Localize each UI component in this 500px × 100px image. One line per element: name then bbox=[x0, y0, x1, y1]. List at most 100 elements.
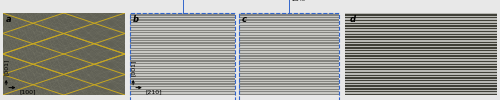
Bar bbox=[345, 48, 498, 50]
Bar bbox=[239, 41, 339, 42]
Bar bbox=[130, 13, 235, 14]
Bar bbox=[239, 90, 339, 91]
Bar bbox=[130, 85, 235, 86]
Bar bbox=[345, 64, 498, 65]
Bar bbox=[239, 13, 339, 14]
Bar bbox=[345, 17, 498, 18]
Bar bbox=[130, 66, 235, 67]
Bar bbox=[130, 65, 235, 66]
Bar bbox=[130, 45, 235, 46]
Bar bbox=[130, 44, 235, 45]
Bar bbox=[239, 27, 339, 28]
Bar bbox=[345, 79, 498, 80]
Bar bbox=[130, 23, 235, 24]
Bar bbox=[130, 15, 235, 16]
Text: 25%: 25% bbox=[291, 0, 305, 2]
Bar bbox=[239, 80, 339, 81]
Bar bbox=[130, 49, 235, 50]
Bar bbox=[130, 55, 235, 56]
Bar bbox=[239, 64, 339, 65]
Bar bbox=[239, 79, 339, 80]
Bar bbox=[239, 81, 339, 82]
Bar bbox=[239, 50, 339, 51]
Bar bbox=[130, 67, 235, 68]
Bar bbox=[130, 54, 235, 55]
Text: [001]: [001] bbox=[131, 60, 136, 76]
Bar bbox=[239, 20, 339, 21]
Bar bbox=[130, 73, 235, 74]
Bar bbox=[345, 87, 498, 88]
Bar bbox=[345, 47, 498, 48]
Bar bbox=[130, 74, 235, 75]
Bar bbox=[130, 80, 235, 81]
Bar bbox=[239, 60, 339, 61]
Bar bbox=[239, 89, 339, 90]
Bar bbox=[239, 78, 339, 79]
Text: c: c bbox=[242, 16, 247, 24]
Bar bbox=[130, 46, 235, 47]
Bar bbox=[345, 32, 498, 34]
Bar bbox=[130, 69, 235, 70]
Bar bbox=[239, 26, 339, 27]
Bar bbox=[130, 26, 235, 27]
Bar bbox=[130, 38, 235, 39]
Bar bbox=[345, 14, 498, 16]
Bar bbox=[130, 72, 235, 73]
Bar bbox=[239, 65, 339, 66]
Bar bbox=[130, 35, 235, 36]
Bar bbox=[239, 87, 339, 88]
Bar bbox=[130, 41, 235, 42]
Bar bbox=[130, 40, 235, 41]
Bar bbox=[130, 33, 235, 34]
Bar bbox=[130, 47, 235, 48]
Bar bbox=[345, 25, 498, 27]
Bar bbox=[239, 55, 339, 56]
Bar bbox=[345, 83, 498, 84]
Bar bbox=[239, 69, 339, 70]
Bar bbox=[239, 40, 339, 41]
Bar bbox=[239, 67, 339, 68]
Bar bbox=[239, 61, 339, 62]
Bar bbox=[239, 38, 339, 39]
Bar bbox=[130, 63, 235, 64]
Bar bbox=[239, 29, 339, 30]
Bar bbox=[239, 82, 339, 83]
Bar bbox=[345, 40, 498, 42]
Bar bbox=[130, 52, 235, 53]
Bar bbox=[345, 16, 498, 17]
Bar bbox=[239, 39, 339, 40]
Bar bbox=[345, 81, 498, 83]
Bar bbox=[130, 30, 235, 31]
Bar bbox=[345, 28, 498, 29]
Bar bbox=[345, 29, 498, 31]
Bar bbox=[239, 37, 339, 38]
Bar bbox=[130, 93, 235, 94]
Bar bbox=[130, 91, 235, 92]
Bar bbox=[239, 48, 339, 49]
Bar bbox=[130, 42, 235, 43]
Bar bbox=[239, 24, 339, 25]
Bar bbox=[345, 44, 498, 46]
Text: b: b bbox=[133, 16, 139, 24]
Bar bbox=[345, 77, 498, 79]
Bar bbox=[239, 57, 339, 58]
Bar bbox=[239, 86, 339, 87]
Bar bbox=[239, 46, 339, 47]
Text: [001]: [001] bbox=[4, 59, 8, 75]
Bar bbox=[345, 58, 498, 59]
Bar bbox=[239, 52, 339, 53]
Bar bbox=[130, 58, 235, 59]
Bar bbox=[130, 94, 235, 95]
Bar bbox=[239, 32, 339, 33]
Bar bbox=[130, 43, 235, 44]
Bar bbox=[130, 86, 235, 87]
Bar bbox=[239, 17, 339, 18]
Bar bbox=[239, 77, 339, 78]
Bar bbox=[239, 16, 339, 17]
Bar bbox=[130, 87, 235, 88]
Text: [210]: [210] bbox=[146, 89, 162, 94]
Bar bbox=[130, 51, 235, 52]
Bar bbox=[239, 43, 339, 44]
Bar bbox=[345, 84, 498, 85]
Bar bbox=[345, 43, 498, 44]
